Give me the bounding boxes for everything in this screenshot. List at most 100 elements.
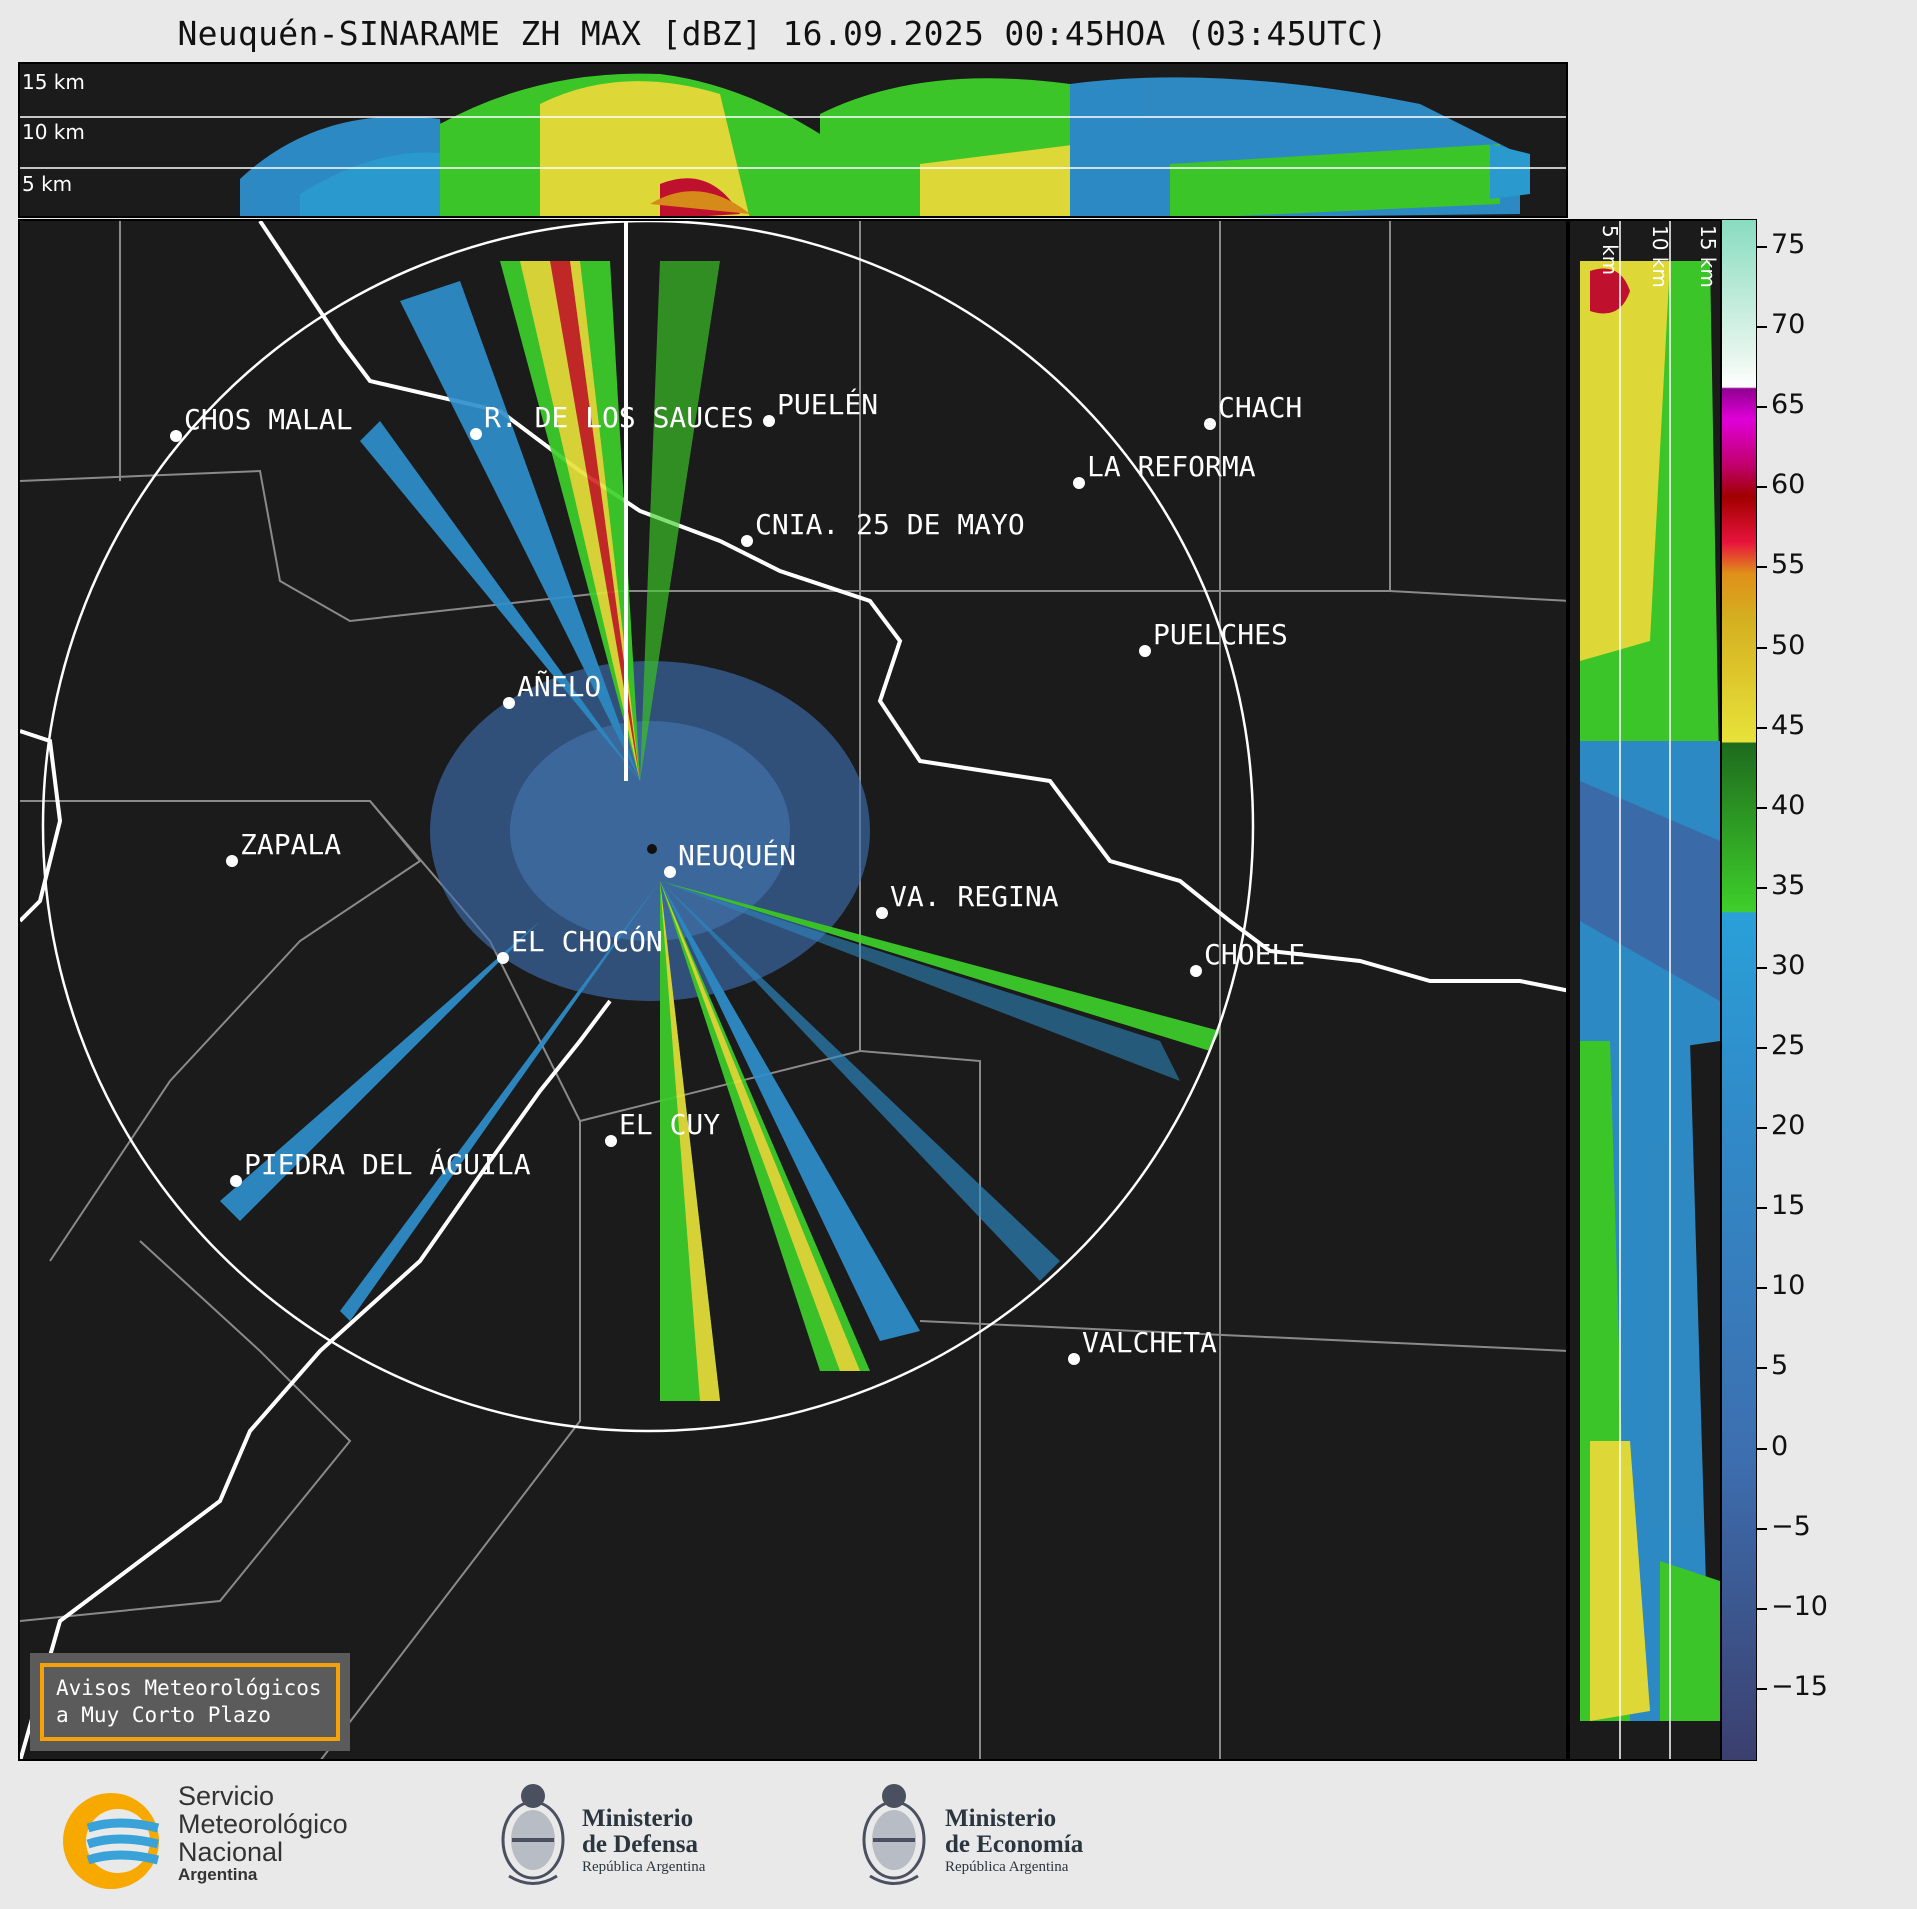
colorbar-tick-mark <box>1757 806 1767 809</box>
radar-map-panel: CHOS MALAL R. DE LOS SAUCES PUELÉN CHACH… <box>18 219 1568 1761</box>
colorbar-tick-mark <box>1757 886 1767 889</box>
colorbar-tick-mark <box>1757 966 1767 969</box>
side-altitude-label-15km: 15 km <box>1696 225 1720 288</box>
defensa-line-3: República Argentina <box>582 1859 706 1875</box>
colorbar-tick-label: 0 <box>1771 1430 1789 1462</box>
town-dot <box>876 907 888 919</box>
colorbar-tick-label: 5 <box>1771 1350 1789 1382</box>
town-label-cnia-25-de-mayo: CNIA. 25 DE MAYO <box>755 508 1025 541</box>
town-label-la-reforma: LA REFORMA <box>1087 450 1256 483</box>
colorbar <box>1721 219 1757 1761</box>
side-altitude-label-10km: 10 km <box>1648 225 1672 288</box>
altitude-label-5km: 5 km <box>22 172 73 196</box>
side-altitude-label-5km: 5 km <box>1598 225 1622 276</box>
economia-text: Ministerio de Economía República Argenti… <box>945 1806 1083 1876</box>
colorbar-tick-label: 40 <box>1771 789 1806 821</box>
colorbar-tick-mark <box>1757 1447 1767 1450</box>
town-dot <box>470 428 482 440</box>
town-dot <box>664 866 676 878</box>
town-label-chach: CHACH <box>1218 391 1302 424</box>
rivers <box>20 221 1566 1759</box>
boundary-lines <box>20 221 1566 1759</box>
side-cross-section-panel: 5 km 10 km 15 km <box>1568 219 1722 1761</box>
town-dot <box>1139 645 1151 657</box>
colorbar-tick-mark <box>1757 406 1767 409</box>
colorbar-tick-mark <box>1757 246 1767 248</box>
warning-line-1: Avisos Meteorológicos <box>56 1676 322 1700</box>
colorbar-tick-label: 70 <box>1771 309 1806 341</box>
side-cross-section-echoes <box>1580 221 1720 1759</box>
town-dot <box>1204 418 1216 430</box>
colorbar-tick-mark <box>1757 486 1767 489</box>
top-cross-section-echoes <box>20 73 1566 216</box>
town-label-piedra-del-aguila: PIEDRA DEL ÁGUILA <box>244 1147 531 1181</box>
town-dot <box>741 535 753 547</box>
smn-logo-icon <box>63 1793 160 1889</box>
radar-map: CHOS MALAL R. DE LOS SAUCES PUELÉN CHACH… <box>20 221 1566 1759</box>
colorbar-tick-mark <box>1757 1687 1767 1690</box>
colorbar-tick-label: 75 <box>1771 229 1806 260</box>
town-label-puelen: PUELÉN <box>777 387 878 421</box>
colorbar-tick-label: 45 <box>1771 709 1806 741</box>
colorbar-tick-mark <box>1757 726 1767 729</box>
colorbar-tick-label: 20 <box>1771 1110 1806 1142</box>
page-title: Neuquén-SINARAME ZH MAX [dBZ] 16.09.2025… <box>177 14 1388 53</box>
warning-box-frame: Avisos Meteorológicos a Muy Corto Plazo <box>40 1663 340 1741</box>
colorbar-tick-mark <box>1757 566 1767 569</box>
smn-line-3: Nacional <box>178 1837 284 1867</box>
town-label-va-regina: VA. REGINA <box>890 880 1059 913</box>
town-label-el-cuy: EL CUY <box>619 1108 720 1141</box>
town-dot <box>763 415 775 427</box>
warning-line-2: a Muy Corto Plazo <box>56 1703 271 1727</box>
town-labels: CHOS MALAL R. DE LOS SAUCES PUELÉN CHACH… <box>184 387 1305 1359</box>
colorbar-tick-label: 15 <box>1771 1190 1806 1222</box>
coat-of-arms-icon <box>501 1784 565 1885</box>
town-label-choele: CHOELE <box>1204 938 1305 971</box>
colorbar-tick-label: 55 <box>1771 549 1806 581</box>
town-label-puelches: PUELCHES <box>1153 618 1288 651</box>
colorbar-tick-mark <box>1757 1527 1767 1530</box>
smn-text: Servicio Meteorológico Nacional Argentin… <box>178 1782 348 1884</box>
town-label-chos-malal: CHOS MALAL <box>184 403 353 436</box>
altitude-label-15km: 15 km <box>22 70 85 94</box>
colorbar-tick-mark <box>1757 1607 1767 1610</box>
town-label-neuquen: NEUQUÉN <box>678 838 796 872</box>
radar-echoes <box>220 261 1220 1401</box>
town-dot <box>503 697 515 709</box>
colorbar-tick-mark <box>1757 1047 1767 1049</box>
town-dot <box>1190 965 1202 977</box>
colorbar-tick-mark <box>1757 326 1767 329</box>
coat-of-arms-icon <box>862 1784 926 1885</box>
radar-site-dot <box>647 844 657 854</box>
town-label-valcheta: VALCHETA <box>1082 1326 1217 1359</box>
town-label-el-chocon: EL CHOCÓN <box>511 924 663 958</box>
smn-line-4: Argentina <box>178 1865 258 1884</box>
economia-seal <box>855 1776 933 1896</box>
colorbar-tick-label: 60 <box>1771 469 1806 501</box>
colorbar-tick-mark <box>1757 1127 1767 1130</box>
colorbar-tick-label: −10 <box>1771 1590 1828 1622</box>
smn-line-2: Meteorológico <box>178 1809 348 1839</box>
town-dot <box>1073 477 1085 489</box>
colorbar-tick-mark <box>1757 1207 1767 1210</box>
town-dot <box>230 1175 242 1187</box>
colorbar-tick-label: 30 <box>1771 949 1806 981</box>
town-label-anelo: AÑELO <box>517 669 601 703</box>
defensa-text: Ministerio de Defensa República Argentin… <box>582 1806 705 1876</box>
defensa-line-2: de Defensa <box>582 1831 698 1858</box>
colorbar-tick-label: 10 <box>1771 1270 1806 1302</box>
altitude-label-10km: 10 km <box>22 120 85 144</box>
town-dot <box>605 1135 617 1147</box>
economia-line-3: República Argentina <box>945 1859 1069 1875</box>
town-dot <box>226 855 238 867</box>
defensa-line-1: Ministerio <box>582 1805 694 1832</box>
smn-logo <box>58 1788 164 1894</box>
colorbar-tick-label: 25 <box>1771 1030 1806 1061</box>
town-dot <box>170 430 182 442</box>
town-label-zapala: ZAPALA <box>240 828 341 861</box>
colorbar-tick-mark <box>1757 1287 1767 1290</box>
town-dot <box>497 952 509 964</box>
top-cross-section-panel: 15 km 10 km 5 km <box>18 62 1568 218</box>
colorbar-tick-mark <box>1757 646 1767 649</box>
economia-line-1: Ministerio <box>945 1805 1057 1832</box>
